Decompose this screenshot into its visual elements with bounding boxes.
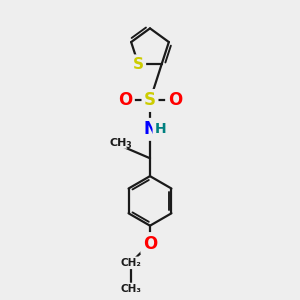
Text: S: S	[133, 57, 144, 72]
Text: 3: 3	[126, 141, 132, 150]
Text: S: S	[144, 92, 156, 110]
Text: H: H	[154, 122, 166, 136]
Text: O: O	[143, 235, 157, 253]
Text: CH₂: CH₂	[120, 258, 141, 268]
Text: N: N	[143, 120, 157, 138]
Text: O: O	[118, 92, 132, 110]
Text: CH₃: CH₃	[120, 284, 141, 294]
Text: CH: CH	[109, 138, 127, 148]
Text: O: O	[168, 92, 182, 110]
